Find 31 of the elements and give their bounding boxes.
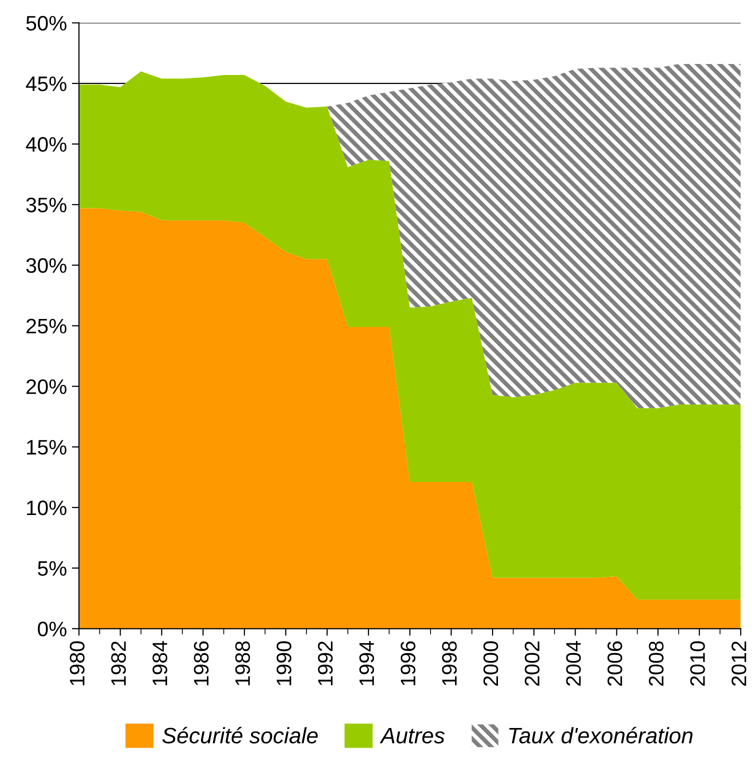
- x-tick-label: 1984: [152, 641, 168, 686]
- legend-label: Taux d'exonération: [509, 726, 693, 744]
- x-tick-label: 1992: [318, 641, 333, 686]
- x-tick-label: 1986: [194, 641, 209, 686]
- x-tick-label: 2004: [566, 641, 581, 686]
- x-tick-label: 2006: [607, 641, 622, 686]
- y-tick-label: 15%: [27, 440, 66, 455]
- y-tick-label: 45%: [26, 76, 66, 92]
- x-tick-label: 1996: [400, 641, 416, 686]
- y-tick-label: 35%: [26, 198, 66, 212]
- x-tick-label: 2000: [483, 641, 498, 686]
- x-tick-label: 2010: [690, 641, 705, 686]
- x-tick-label: 2002: [524, 641, 540, 686]
- x-tick-label: 1980: [70, 641, 85, 686]
- x-tick-label: 1988: [235, 641, 250, 686]
- x-tick-label: 1998: [442, 641, 457, 686]
- legend-label: Autres: [380, 728, 445, 744]
- y-tick-label: 30%: [26, 258, 66, 273]
- y-tick-label: 50%: [26, 16, 66, 31]
- x-tick-label: 2008: [648, 641, 664, 686]
- y-tick-label: 20%: [26, 379, 66, 394]
- x-tick-label: 1994: [359, 641, 374, 686]
- legend-label: Sécurité sociale: [162, 726, 318, 744]
- x-tick-label: 1982: [111, 641, 126, 686]
- x-tick-label: 1990: [276, 641, 292, 686]
- y-tick-label: 0%: [38, 622, 66, 636]
- y-tick-label: 10%: [27, 500, 66, 516]
- x-tick-label: 2012: [732, 641, 746, 686]
- y-tick-label: 40%: [26, 137, 66, 152]
- y-tick-label: 5%: [38, 561, 66, 576]
- y-tick-label: 25%: [26, 318, 66, 334]
